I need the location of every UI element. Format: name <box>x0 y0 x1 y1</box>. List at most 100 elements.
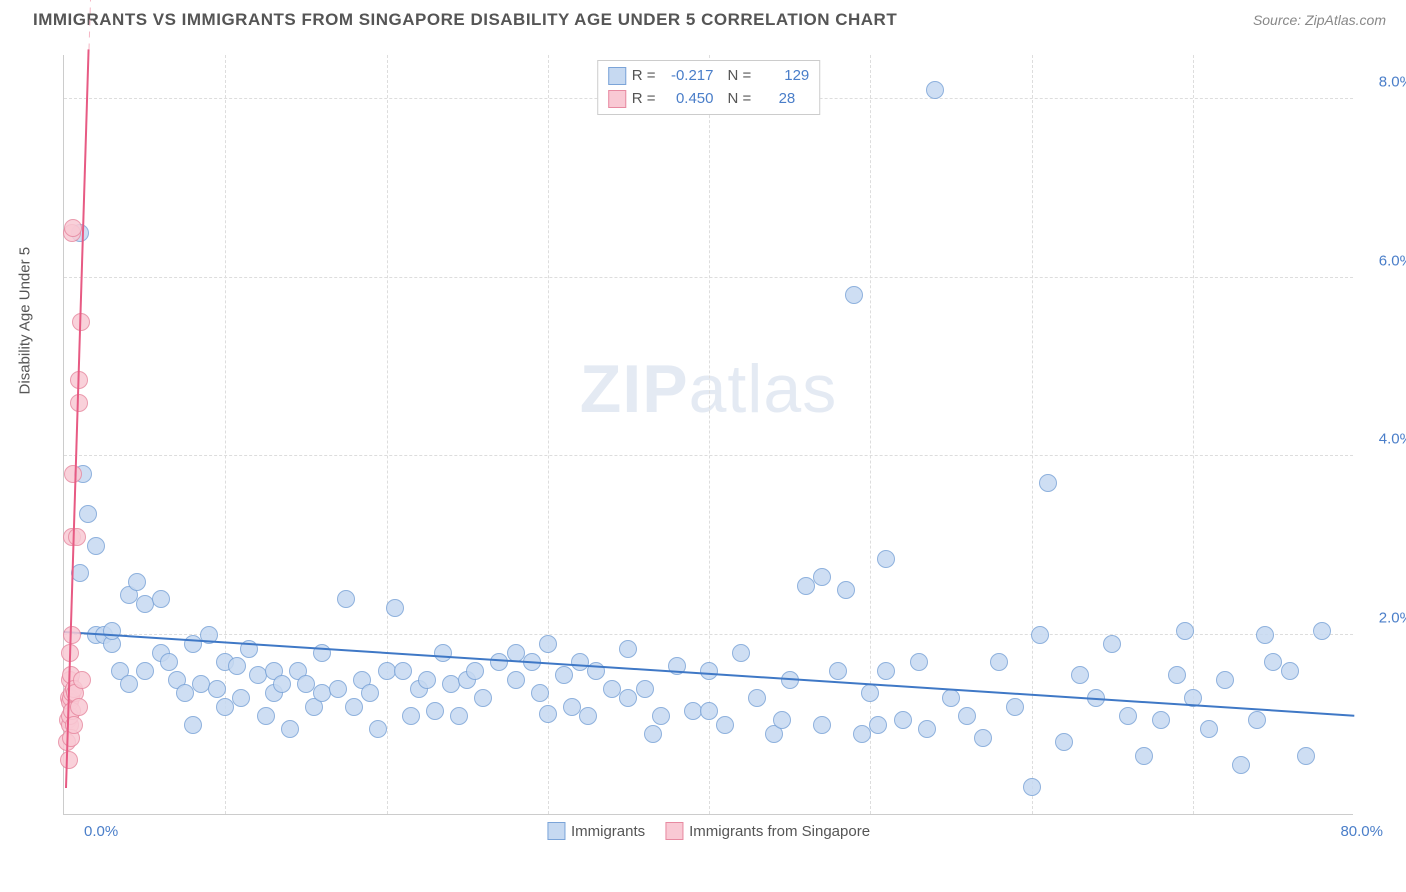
gridline-v <box>548 55 549 814</box>
data-point-immigrants <box>869 716 887 734</box>
data-point-immigrants <box>418 671 436 689</box>
legend-r-value-pink: 0.450 <box>662 88 714 111</box>
data-point-immigrants <box>1313 622 1331 640</box>
data-point-immigrants <box>700 662 718 680</box>
data-point-immigrants <box>176 684 194 702</box>
data-point-immigrants <box>192 675 210 693</box>
data-point-immigrants <box>1232 756 1250 774</box>
legend-r-label-2: R = <box>632 88 656 111</box>
data-point-immigrants <box>1071 666 1089 684</box>
legend-item-singapore: Immigrants from Singapore <box>665 822 870 840</box>
data-point-immigrants <box>1248 711 1266 729</box>
data-point-immigrants <box>894 711 912 729</box>
data-point-immigrants <box>337 590 355 608</box>
data-point-immigrants <box>1216 671 1234 689</box>
data-point-immigrants <box>1039 474 1057 492</box>
data-point-immigrants <box>644 725 662 743</box>
data-point-immigrants <box>1055 733 1073 751</box>
data-point-immigrants <box>361 684 379 702</box>
data-point-immigrants <box>466 662 484 680</box>
data-point-immigrants <box>619 689 637 707</box>
y-tick-label: 6.0% <box>1358 252 1406 269</box>
data-point-immigrants <box>555 666 573 684</box>
data-point-immigrants <box>813 716 831 734</box>
data-point-immigrants <box>1281 662 1299 680</box>
data-point-immigrants <box>369 720 387 738</box>
data-point-immigrants <box>877 550 895 568</box>
data-point-immigrants <box>128 573 146 591</box>
legend-label-immigrants: Immigrants <box>571 823 645 840</box>
legend-correlation-box: R = -0.217 N = 129 R = 0.450 N = 28 <box>597 60 821 115</box>
data-point-immigrants <box>273 675 291 693</box>
data-point-immigrants <box>394 662 412 680</box>
legend-label-singapore: Immigrants from Singapore <box>689 823 870 840</box>
data-point-immigrants <box>216 698 234 716</box>
data-point-immigrants <box>837 581 855 599</box>
data-point-immigrants <box>490 653 508 671</box>
data-point-immigrants <box>1135 747 1153 765</box>
data-point-immigrants <box>184 635 202 653</box>
legend-n-label-2: N = <box>728 88 752 111</box>
legend-r-label: R = <box>632 65 656 88</box>
data-point-immigrants <box>1031 626 1049 644</box>
data-point-immigrants <box>136 662 154 680</box>
data-point-immigrants <box>426 702 444 720</box>
gridline-v <box>709 55 710 814</box>
data-point-immigrants <box>345 698 363 716</box>
data-point-immigrants <box>773 711 791 729</box>
data-point-immigrants <box>619 640 637 658</box>
data-point-immigrants <box>829 662 847 680</box>
data-point-immigrants <box>636 680 654 698</box>
data-point-immigrants <box>813 568 831 586</box>
data-point-immigrants <box>450 707 468 725</box>
chart-container: Disability Age Under 5 ZIPatlas R = -0.2… <box>33 45 1383 845</box>
legend-row-singapore: R = 0.450 N = 28 <box>608 88 810 111</box>
data-point-immigrants <box>942 689 960 707</box>
data-point-immigrants <box>1200 720 1218 738</box>
data-point-immigrants <box>797 577 815 595</box>
y-axis-label: Disability Age Under 5 <box>17 247 34 395</box>
legend-r-value-blue: -0.217 <box>662 65 714 88</box>
data-point-immigrants <box>120 675 138 693</box>
data-point-immigrants <box>87 537 105 555</box>
data-point-immigrants <box>386 599 404 617</box>
data-point-immigrants <box>1006 698 1024 716</box>
gridline-v <box>387 55 388 814</box>
data-point-immigrants <box>853 725 871 743</box>
data-point-immigrants <box>228 657 246 675</box>
data-point-singapore <box>64 219 82 237</box>
data-point-immigrants <box>1256 626 1274 644</box>
data-point-immigrants <box>79 505 97 523</box>
legend-item-immigrants: Immigrants <box>547 822 645 840</box>
source-credit: Source: ZipAtlas.com <box>1253 12 1386 28</box>
data-point-immigrants <box>716 716 734 734</box>
data-point-singapore <box>70 698 88 716</box>
data-point-singapore <box>73 671 91 689</box>
data-point-immigrants <box>958 707 976 725</box>
data-point-immigrants <box>700 702 718 720</box>
data-point-immigrants <box>434 644 452 662</box>
data-point-immigrants <box>1176 622 1194 640</box>
data-point-immigrants <box>1119 707 1137 725</box>
data-point-immigrants <box>1297 747 1315 765</box>
y-tick-label: 2.0% <box>1358 610 1406 627</box>
data-point-immigrants <box>974 729 992 747</box>
y-tick-label: 8.0% <box>1358 73 1406 90</box>
legend-series-box: Immigrants Immigrants from Singapore <box>547 822 870 840</box>
data-point-immigrants <box>71 564 89 582</box>
data-point-immigrants <box>1168 666 1186 684</box>
data-point-immigrants <box>845 286 863 304</box>
data-point-singapore <box>68 528 86 546</box>
plot-area: ZIPatlas R = -0.217 N = 129 R = 0.450 N … <box>63 55 1353 815</box>
x-tick-max: 80.0% <box>1340 823 1383 840</box>
data-point-immigrants <box>1103 635 1121 653</box>
data-point-immigrants <box>990 653 1008 671</box>
legend-n-value-pink: 28 <box>757 88 795 111</box>
data-point-immigrants <box>539 705 557 723</box>
legend-swatch-pink-icon <box>665 822 683 840</box>
data-point-immigrants <box>507 671 525 689</box>
data-point-immigrants <box>160 653 178 671</box>
data-point-immigrants <box>579 707 597 725</box>
data-point-immigrants <box>1023 778 1041 796</box>
data-point-immigrants <box>232 689 250 707</box>
